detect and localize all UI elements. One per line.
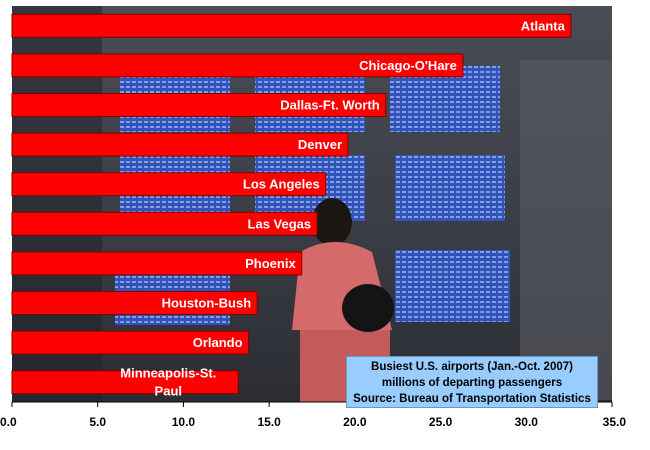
x-tick-label-4: 20.0 (343, 415, 367, 429)
bar-3 (11, 132, 349, 157)
bar-label-5: Las Vegas (248, 216, 312, 231)
bar-label-0: Atlanta (521, 18, 566, 33)
bar-label-7: Houston-Bush (162, 296, 252, 311)
x-tick-label-1: 5.0 (89, 415, 106, 429)
x-tick-label-6: 30.0 (515, 415, 539, 429)
note-units: millions of departing passengers (381, 377, 563, 389)
bar-4 (11, 172, 327, 197)
note-title: Busiest U.S. airports (Jan.-Oct. 2007) (371, 361, 573, 373)
bar-7 (11, 291, 258, 315)
bar-0 (11, 13, 572, 38)
x-axis-ticks: 0.0 5.0 10.0 15.0 20.0 25.0 30.0 35.0 (0, 402, 626, 429)
bar-1 (11, 53, 464, 78)
note-source: Source: Bureau of Transportation Statist… (353, 393, 591, 405)
bar-label-3: Denver (298, 137, 342, 152)
bar-label-8: Orlando (193, 335, 243, 350)
bar-label-6: Phoenix (245, 256, 296, 271)
bar-2 (11, 93, 387, 117)
x-tick-label-0: 0.0 (0, 415, 17, 429)
bar-label-2: Dallas-Ft. Worth (280, 98, 379, 113)
x-tick-label-3: 15.0 (257, 415, 281, 429)
bar-9 (11, 370, 239, 395)
bar-label-9-line-1: Paul (155, 384, 182, 399)
x-tick-label-2: 10.0 (172, 415, 196, 429)
bar-label-4: Los Angeles (243, 177, 320, 192)
bars-group (11, 13, 572, 395)
source-note: Busiest U.S. airports (Jan.-Oct. 2007) m… (346, 356, 598, 408)
bar-8 (11, 330, 250, 355)
x-tick-label-7: 35.0 (603, 415, 627, 429)
bar-labels-group: Atlanta Chicago-O'Hare Dallas-Ft. Worth Den… (120, 18, 565, 398)
bar-label-9-line-0: Minneapolis-St. (120, 366, 216, 381)
bar-6 (11, 251, 303, 276)
x-tick-label-5: 25.0 (429, 415, 453, 429)
bar-5 (11, 211, 318, 236)
bar-label-1: Chicago-O'Hare (359, 58, 457, 73)
